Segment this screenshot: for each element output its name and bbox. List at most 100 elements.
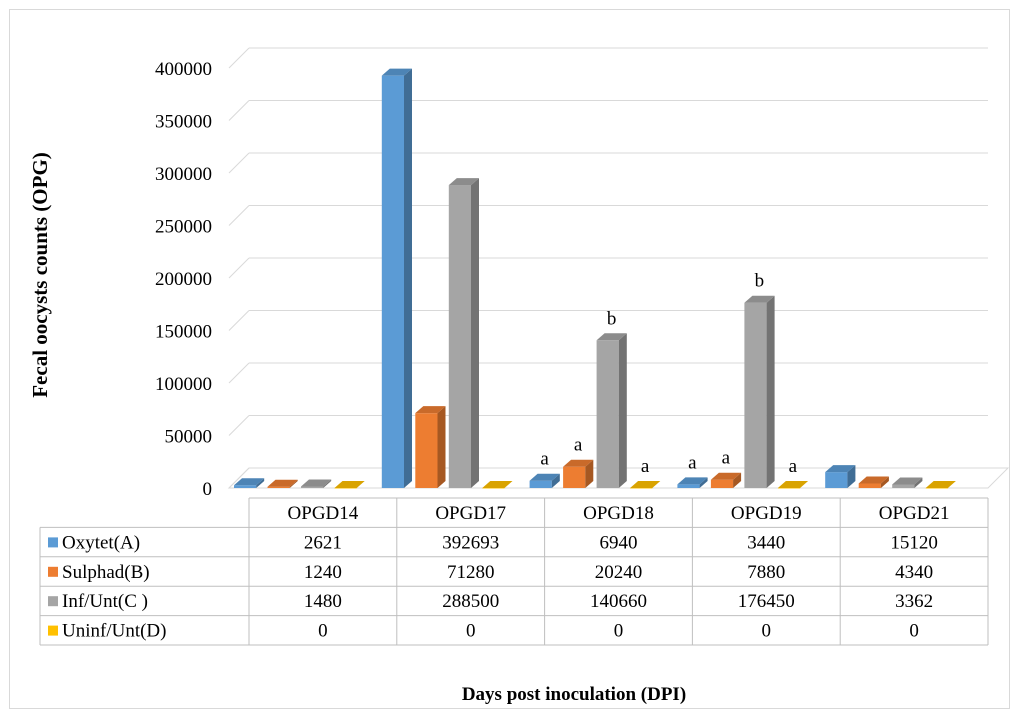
y-tick-label: 200000 bbox=[155, 269, 212, 290]
annotations: a a b a a a b a bbox=[540, 271, 797, 477]
bar-front bbox=[858, 483, 881, 488]
bar-side bbox=[914, 477, 923, 488]
bar-OPGD14-2 bbox=[301, 479, 332, 488]
gridline-side bbox=[228, 205, 250, 226]
bar-top bbox=[529, 473, 560, 481]
bar-top bbox=[777, 481, 809, 488]
bar-front bbox=[301, 486, 324, 488]
bar-OPGD21-0 bbox=[825, 465, 856, 488]
bar-front bbox=[630, 488, 653, 489]
data-value: 0 bbox=[318, 621, 328, 642]
data-value: 4340 bbox=[895, 562, 933, 583]
bar-top bbox=[677, 477, 708, 485]
bar-top bbox=[234, 478, 265, 486]
bar-OPGD14-3 bbox=[334, 481, 365, 489]
bar-front bbox=[710, 479, 734, 488]
data-value: 0 bbox=[909, 621, 919, 642]
bar-front bbox=[563, 466, 586, 488]
bar-front bbox=[334, 488, 357, 489]
legend-swatch bbox=[48, 566, 58, 577]
category-label: OPGD19 bbox=[731, 503, 802, 524]
gridline-side bbox=[228, 152, 250, 174]
data-value: 140660 bbox=[590, 591, 647, 612]
significance-label: a bbox=[574, 435, 583, 456]
data-value: 392693 bbox=[442, 532, 499, 553]
y-tick-label: 100000 bbox=[155, 374, 212, 395]
bar-OPGD17-3 bbox=[482, 481, 513, 489]
bar-side bbox=[847, 465, 856, 488]
bars bbox=[234, 68, 956, 489]
bar-OPGD14-0 bbox=[234, 478, 265, 488]
bar-front bbox=[596, 340, 619, 488]
y-axis-title: Fecal oocysts counts (OPG) bbox=[28, 152, 52, 398]
series-name: Inf/Unt(C ) bbox=[62, 591, 148, 612]
y-tick-label: 400000 bbox=[155, 59, 212, 80]
bar-front bbox=[234, 485, 257, 488]
bar-OPGD19-1 bbox=[710, 472, 742, 488]
bar-OPGD18-1 bbox=[563, 459, 594, 488]
bar-OPGD18-3 bbox=[630, 481, 661, 489]
bar-side bbox=[437, 406, 446, 488]
significance-label: b bbox=[755, 271, 765, 292]
bar-side bbox=[289, 479, 298, 488]
chart-frame bbox=[9, 9, 1010, 709]
bar-OPGD19-0 bbox=[677, 477, 708, 488]
bar-front bbox=[777, 488, 801, 489]
bar-front bbox=[825, 472, 848, 488]
y-tick-label: 150000 bbox=[155, 322, 212, 343]
y-tick-label: 50000 bbox=[165, 427, 213, 448]
bar-OPGD17-0 bbox=[381, 68, 412, 488]
series-name: Oxytet(A) bbox=[62, 532, 140, 553]
data-value: 3440 bbox=[747, 532, 785, 553]
gridline-side bbox=[228, 310, 250, 331]
data-value: 6940 bbox=[600, 532, 638, 553]
data-value: 3362 bbox=[895, 591, 933, 612]
data-value: 0 bbox=[762, 621, 772, 642]
gridline-side bbox=[228, 415, 250, 436]
bar-side bbox=[256, 478, 265, 488]
category-label: OPGD14 bbox=[288, 503, 359, 524]
y-tick-label: 250000 bbox=[155, 217, 212, 238]
bar-front bbox=[925, 488, 948, 489]
legend-swatch bbox=[48, 537, 58, 548]
category-label: OPGD21 bbox=[879, 503, 950, 524]
data-value: 15120 bbox=[890, 532, 938, 553]
data-value: 2621 bbox=[304, 532, 342, 553]
bar-top bbox=[925, 481, 956, 488]
bar-top bbox=[415, 406, 446, 414]
data-value: 71280 bbox=[447, 562, 495, 583]
significance-label: a bbox=[688, 452, 697, 473]
bar-OPGD17-2 bbox=[448, 178, 479, 488]
y-tick-label: 0 bbox=[203, 479, 213, 500]
bar-side bbox=[551, 473, 560, 488]
bar-side bbox=[880, 476, 889, 488]
data-value: 1480 bbox=[304, 591, 342, 612]
bar-top bbox=[448, 178, 479, 186]
bar-top bbox=[744, 295, 775, 303]
bar-front bbox=[482, 488, 505, 489]
bar-side bbox=[699, 477, 708, 488]
bar-top bbox=[482, 481, 513, 488]
category-label: OPGD18 bbox=[583, 503, 654, 524]
data-value: 20240 bbox=[595, 562, 643, 583]
bar-front bbox=[381, 75, 404, 488]
bar-OPGD18-2 bbox=[596, 333, 627, 488]
bar-front bbox=[267, 486, 290, 488]
y-tick-label: 350000 bbox=[155, 112, 212, 133]
data-value: 1240 bbox=[304, 562, 342, 583]
category-label: OPGD17 bbox=[435, 503, 506, 524]
bar-top bbox=[334, 481, 365, 488]
bar-OPGD21-3 bbox=[925, 481, 956, 489]
series-name: Uninf/Unt(D) bbox=[62, 621, 166, 642]
bar-front bbox=[677, 484, 700, 488]
data-value: 288500 bbox=[442, 591, 499, 612]
bar-top bbox=[710, 472, 742, 480]
y-tick-labels: 0 50000 100000 150000 200000 250000 300000 3500… bbox=[155, 59, 212, 500]
bar-OPGD21-1 bbox=[858, 476, 889, 488]
bar-OPGD18-0 bbox=[529, 473, 560, 488]
bar-top bbox=[267, 479, 298, 487]
data-value: 0 bbox=[614, 621, 624, 642]
data-table: OPGD14 OPGD17 OPGD18 OPGD19 OPGD21 Oxytet(A) 2… bbox=[39, 497, 989, 646]
bar-top bbox=[892, 477, 923, 485]
bar-top bbox=[858, 476, 889, 484]
